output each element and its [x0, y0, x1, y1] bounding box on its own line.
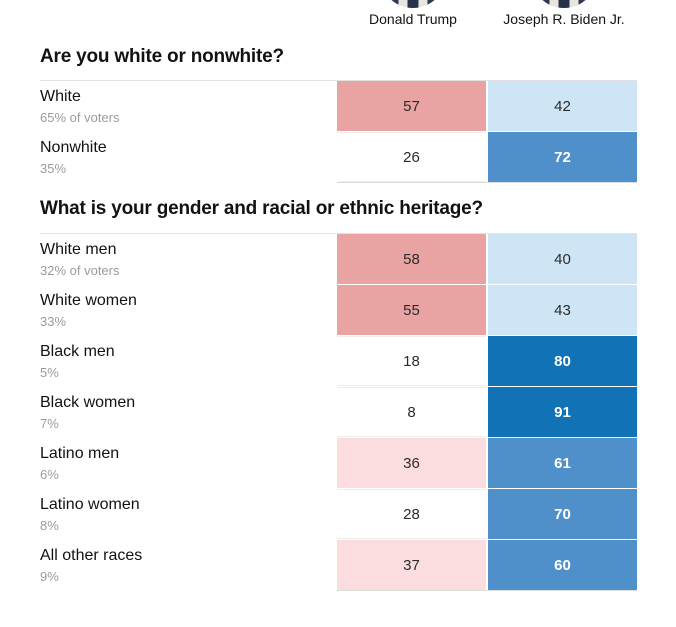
biden-value-cell: 43 [488, 285, 637, 335]
row-voter-share: 33% [40, 314, 67, 329]
row-label: Black women [40, 394, 136, 411]
table-row: Black women 7% 8 91 [40, 387, 637, 437]
table-row: All other races 9% 37 60 [40, 540, 637, 590]
row-label-cell: All other races 9% [40, 540, 337, 590]
biden-value-cell: 42 [488, 81, 637, 131]
row-voter-share: 35% [40, 161, 67, 176]
question-title-gender-race: What is your gender and racial or ethnic… [40, 198, 483, 219]
table-row: Black men 5% 18 80 [40, 336, 637, 386]
biden-value-cell: 70 [488, 489, 637, 539]
table-row: Latino women 8% 28 70 [40, 489, 637, 539]
biden-value-cell: 60 [488, 540, 637, 590]
row-label: Latino women [40, 496, 140, 513]
candidate-name-trump: Donald Trump [369, 11, 457, 27]
row-voter-share: 7% [40, 416, 59, 431]
row-label: Latino men [40, 445, 120, 462]
biden-value-cell: 80 [488, 336, 637, 386]
trump-value-cell: 37 [337, 540, 486, 590]
row-label: White men [40, 241, 117, 258]
table-row: White women 33% 55 43 [40, 285, 637, 335]
row-label-cell: White women 33% [40, 285, 337, 335]
question-title-race: Are you white or nonwhite? [40, 46, 284, 67]
row-voter-share: 32% of voters [40, 263, 120, 278]
row-voter-share: 65% of voters [40, 110, 120, 125]
row-label: White [40, 88, 81, 105]
row-label-cell: White men 32% of voters [40, 234, 337, 284]
row-label-cell: Nonwhite 35% [40, 132, 337, 182]
trump-avatar [380, 0, 446, 8]
row-voter-share: 9% [40, 569, 59, 584]
row-label: Black men [40, 343, 115, 360]
trump-value-cell: 28 [337, 489, 486, 539]
row-label-cell: Latino men 6% [40, 438, 337, 488]
row-voter-share: 5% [40, 365, 59, 380]
table-row: White men 32% of voters 58 40 [40, 234, 637, 284]
trump-value-cell: 57 [337, 81, 486, 131]
biden-value-cell: 72 [488, 132, 637, 182]
row-label: Nonwhite [40, 139, 107, 156]
trump-value-cell: 18 [337, 336, 486, 386]
biden-avatar [531, 0, 597, 8]
row-label-cell: Black women 7% [40, 387, 337, 437]
row-label: All other races [40, 547, 143, 564]
table-row: Latino men 6% 36 61 [40, 438, 637, 488]
row-label: White women [40, 292, 137, 309]
table-row: White 65% of voters 57 42 [40, 81, 637, 131]
row-voter-share: 8% [40, 518, 59, 533]
trump-value-cell: 8 [337, 387, 486, 437]
table-row: Nonwhite 35% 26 72 [40, 132, 637, 182]
trump-value-cell: 58 [337, 234, 486, 284]
biden-value-cell: 91 [488, 387, 637, 437]
poll-table-race: White 65% of voters 57 42 Nonwhite 35% 2… [40, 80, 637, 183]
poll-table-gender-race: White men 32% of voters 58 40 White wome… [40, 233, 637, 591]
biden-value-cell: 40 [488, 234, 637, 284]
row-label-cell: Latino women 8% [40, 489, 337, 539]
biden-value-cell: 61 [488, 438, 637, 488]
trump-value-cell: 55 [337, 285, 486, 335]
trump-value-cell: 36 [337, 438, 486, 488]
row-label-cell: Black men 5% [40, 336, 337, 386]
row-label-cell: White 65% of voters [40, 81, 337, 131]
trump-value-cell: 26 [337, 132, 486, 182]
row-voter-share: 6% [40, 467, 59, 482]
candidate-name-biden: Joseph R. Biden Jr. [503, 11, 625, 27]
